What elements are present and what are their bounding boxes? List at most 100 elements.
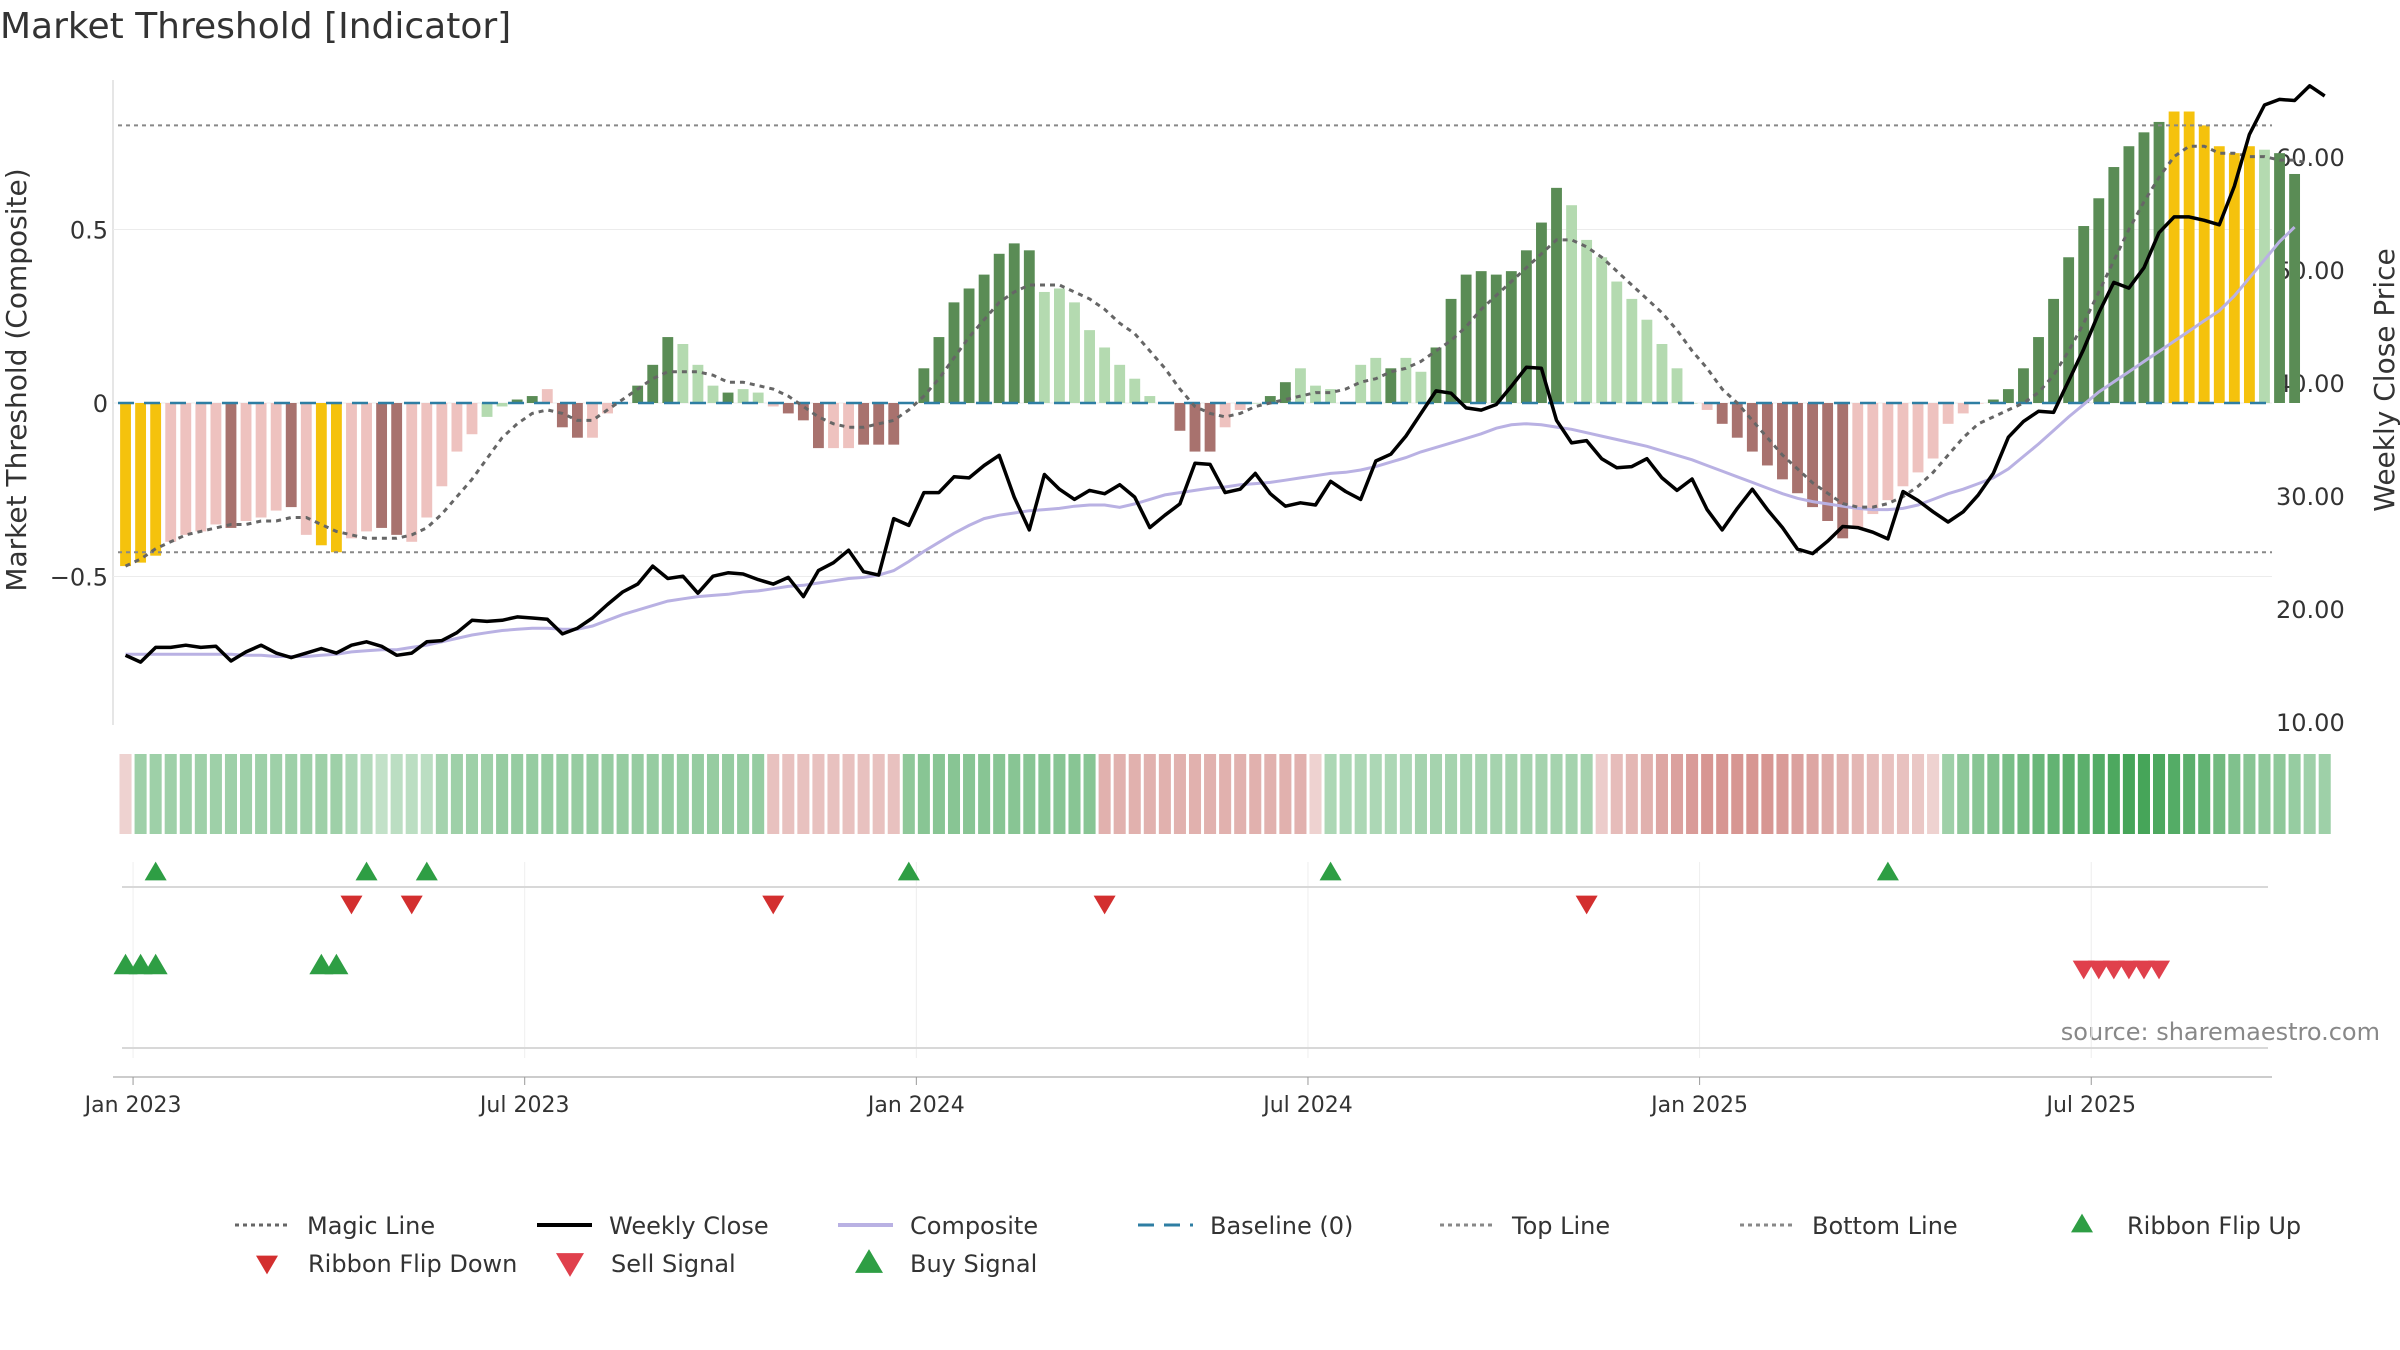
- threshold-bar: [1942, 403, 1954, 424]
- threshold-bar: [1460, 274, 1472, 403]
- ribbon-cell: [902, 754, 915, 834]
- threshold-bar: [1234, 403, 1246, 410]
- ribbon-cell: [1670, 754, 1684, 834]
- threshold-bar: [767, 403, 779, 407]
- threshold-bar: [541, 389, 553, 403]
- ribbon-cell: [963, 754, 976, 834]
- threshold-bar: [1867, 403, 1879, 515]
- ribbon-cell: [1249, 754, 1262, 834]
- threshold-bar: [421, 403, 433, 518]
- composite-line: [125, 226, 2296, 658]
- threshold-bar: [1520, 250, 1532, 403]
- ribbon-cell: [752, 754, 765, 834]
- ribbon-cell: [496, 754, 509, 834]
- sell-signal-marker: [2148, 960, 2171, 980]
- threshold-bar: [963, 288, 975, 403]
- ribbon-cell: [465, 754, 479, 834]
- threshold-bar: [1731, 403, 1743, 438]
- ribbon-cell: [842, 754, 855, 834]
- threshold-bar: [1957, 403, 1969, 414]
- ribbon-flip-up-marker: [144, 861, 167, 881]
- threshold-bar: [300, 403, 312, 535]
- threshold-bar: [346, 403, 357, 539]
- y2-tick-label: 20.00: [2276, 596, 2345, 624]
- ribbon-cell: [1927, 754, 1940, 834]
- threshold-bar: [722, 392, 734, 403]
- ribbon-cell: [526, 754, 539, 834]
- ribbon-cell: [2273, 754, 2286, 834]
- ribbon-cell: [1505, 754, 1518, 834]
- threshold-bar: [2168, 111, 2180, 404]
- y-tick-label: −0.5: [50, 564, 108, 592]
- ribbon-cell: [2153, 754, 2166, 834]
- x-tick-label: Jul 2024: [1261, 1093, 1353, 1118]
- threshold-bar: [2033, 337, 2044, 403]
- legend-label: Composite: [910, 1212, 1038, 1240]
- ribbon-cell: [691, 754, 704, 834]
- threshold-bar: [797, 403, 809, 421]
- ribbon-cell: [2303, 754, 2316, 834]
- threshold-bar: [2274, 153, 2285, 403]
- buy-signal-marker: [324, 953, 349, 975]
- ribbon-cell: [1655, 754, 1668, 834]
- ribbon-cell: [285, 754, 298, 834]
- threshold-bar: [1852, 403, 1864, 528]
- ribbon-cell: [1911, 754, 1925, 834]
- legend-label: Magic Line: [307, 1212, 435, 1240]
- threshold-bar: [2213, 146, 2225, 403]
- ribbon-cell: [149, 754, 162, 834]
- ribbon-cell: [1369, 754, 1382, 834]
- sell-signal-marker: [2072, 960, 2095, 980]
- ribbon-cell: [330, 754, 343, 834]
- threshold-bar: [752, 392, 764, 403]
- ribbon-cell: [1686, 754, 1699, 834]
- threshold-bar: [1249, 403, 1261, 404]
- threshold-bar: [1054, 288, 1065, 403]
- ribbon-cell: [1023, 754, 1036, 834]
- x-tick-label: Jan 2025: [1649, 1093, 1748, 1118]
- threshold-bar: [632, 385, 644, 403]
- threshold-bar: [662, 337, 674, 403]
- threshold-bar: [813, 403, 824, 449]
- threshold-bar: [1987, 399, 1999, 403]
- ribbon-cell: [872, 754, 885, 834]
- x-tick-label: Jan 2024: [866, 1093, 965, 1118]
- threshold-bar: [2123, 146, 2135, 403]
- threshold-bar: [978, 274, 990, 403]
- ribbon-flip-down-marker: [1093, 895, 1116, 915]
- threshold-bar: [285, 403, 297, 508]
- threshold-bar: [1385, 368, 1397, 403]
- ribbon-cell: [134, 754, 147, 834]
- ribbon-flip-up-marker: [1876, 861, 1899, 881]
- ribbon-cell: [1158, 754, 1171, 834]
- ribbon-cell: [2017, 754, 2030, 834]
- y2-tick-label: 60.00: [2276, 144, 2345, 172]
- ribbon-cell: [827, 754, 840, 834]
- y-axis-label: Market Threshold (Composite): [0, 168, 33, 591]
- ribbon-cell: [1836, 754, 1849, 834]
- ribbon-cell: [917, 754, 930, 834]
- threshold-bar: [526, 396, 538, 403]
- threshold-bar: [1581, 239, 1593, 403]
- ribbon-cell: [556, 754, 569, 834]
- threshold-bar: [2243, 146, 2255, 403]
- threshold-bar: [1837, 403, 1849, 539]
- signal-panel: [113, 953, 2268, 1049]
- ribbon-cell: [1128, 754, 1141, 834]
- y2-tick-label: 40.00: [2276, 370, 2345, 398]
- threshold-bar: [2093, 198, 2105, 403]
- y-tick-label: 0: [93, 390, 108, 418]
- ribbon-flip-up-marker: [1319, 861, 1342, 881]
- ribbon-cell: [1595, 754, 1608, 834]
- ribbon-cell: [2288, 754, 2301, 834]
- ribbon-flip-up-marker: [415, 861, 438, 881]
- ribbon-cell: [1701, 754, 1714, 834]
- buy-signal-marker: [128, 953, 153, 975]
- ribbon-flip-up-marker: [355, 861, 378, 881]
- ribbon-cell: [209, 754, 222, 834]
- ribbon-cell: [1339, 754, 1352, 834]
- legend-label: Weekly Close: [609, 1212, 769, 1240]
- ribbon-cell: [270, 754, 283, 834]
- threshold-bar: [1355, 364, 1367, 403]
- sell-signal-marker: [2132, 960, 2155, 980]
